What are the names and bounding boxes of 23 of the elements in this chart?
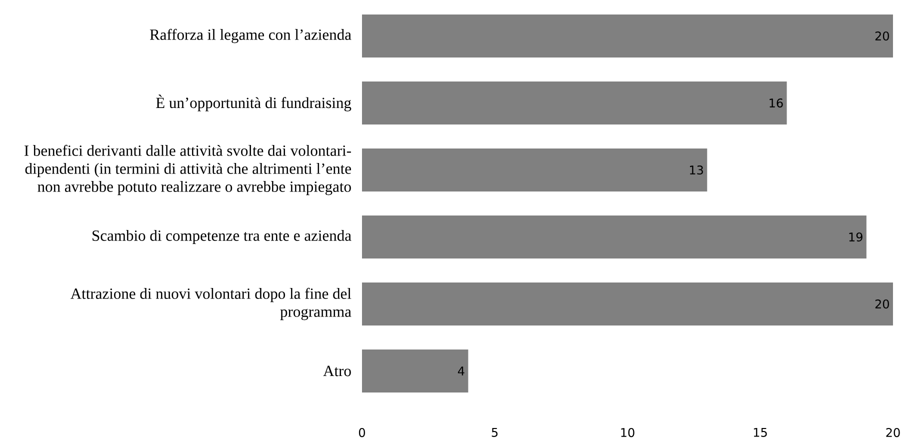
x-tick-label: 15 [754, 428, 767, 437]
bar [362, 148, 708, 192]
data-label: 20 [875, 31, 889, 41]
data-label: 16 [770, 98, 783, 108]
bar [362, 349, 468, 392]
data-label: 20 [875, 299, 889, 309]
x-tick-label: 0 [358, 428, 366, 438]
bar [362, 81, 787, 124]
y-tick-label: I benefici derivanti dalle attività svolte dai volontari-dipendenti (in termini di attività che altrimenti l’ente non avrebbe potuto realizzare o avrebbe impiegato [24, 144, 351, 196]
y-tick-label: Scambio di competenze tra ente e azienda [92, 230, 352, 244]
x-tick-label: 10 [621, 428, 634, 438]
bar [362, 14, 893, 58]
y-tick-label: Rafforza il legame con l’azienda [150, 28, 352, 44]
bar [362, 282, 893, 326]
y-tick-label: Attrazione di nuovi volontari dopo la fine del programma [70, 288, 352, 320]
y-tick-label: È un’opportunità di fundraising [156, 94, 352, 112]
data-label: 4 [458, 366, 464, 376]
x-tick-label: 20 [886, 428, 900, 438]
data-label: 19 [849, 232, 862, 242]
bar [362, 215, 866, 258]
y-tick-label: Atro [323, 366, 351, 376]
x-tick-label: 5 [492, 428, 498, 437]
data-label: 13 [690, 165, 703, 175]
